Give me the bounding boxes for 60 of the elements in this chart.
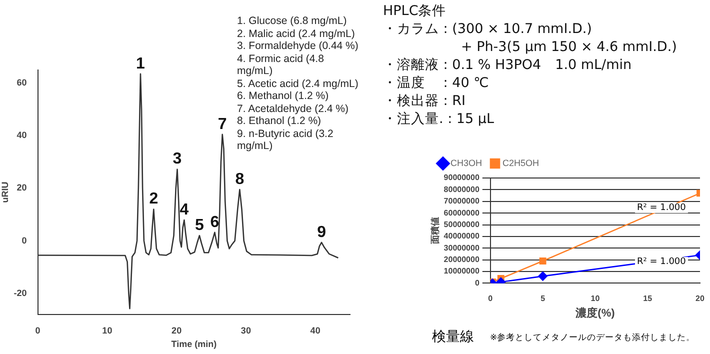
- y-tick-label: 60000000: [444, 208, 480, 218]
- x-tick-label: 5: [540, 294, 546, 304]
- text: HPLC条件: [383, 2, 448, 20]
- y-tick-label: -20: [14, 288, 27, 298]
- y-tick-label: 20: [16, 182, 27, 193]
- annotation: 7: [218, 116, 227, 133]
- annotation: 6: [210, 214, 220, 231]
- y-axis-title: uRIU: [0, 182, 10, 203]
- annotation: 1: [136, 55, 146, 72]
- y-tick-label: 80000000: [444, 184, 480, 194]
- text: ・温度 : 40 ℃: [383, 74, 490, 92]
- y-tick-label: 20000000: [444, 255, 480, 264]
- text: + Ph-3(5 µm 150 × 4.6 mmI.D.): [460, 38, 678, 56]
- annotation: 8. Ethanol (1.2 %): [237, 115, 322, 128]
- x-tick-label: 20: [172, 325, 182, 336]
- y-tick-label: 0: [474, 278, 480, 288]
- y-tick-label: 30000000: [444, 243, 480, 252]
- text: ・溶離液 : 0.1 % H3PO4 1.0 mL/min: [383, 56, 633, 74]
- y-tick-label: 40: [16, 130, 27, 140]
- annotation: 2: [149, 190, 158, 208]
- annotation: 4. Formic acid (4.8 mg/mL): [237, 52, 325, 78]
- x-axis-title: 濃度(%): [574, 306, 616, 320]
- annotation: 7. Acetaldehyde (2.4 %): [237, 102, 350, 115]
- x-tick-label: 10: [102, 325, 112, 336]
- text: ・注入量. : 15 µL: [383, 110, 496, 128]
- text: 検量線: [432, 328, 474, 346]
- annotation: 9. n-Butyric acid (3.2 mg/mL): [237, 128, 334, 152]
- legend-label: C2H5OH: [502, 158, 540, 168]
- x-tick-label: 15: [643, 294, 653, 304]
- y-tick-label: 40000000: [444, 232, 480, 241]
- y-axis-title: 面積値: [430, 217, 440, 246]
- text: ※参考としてメタノールのデータも添付しました。: [489, 332, 696, 344]
- text: ・検出器 : RI: [383, 92, 466, 110]
- annotation: 6. Methanol (1.2 %): [237, 90, 330, 102]
- y-tick-label: 60: [16, 78, 27, 88]
- text: 1. Glucose (6.8 mg/mL): [237, 15, 348, 28]
- y-tick-label: 10000000: [444, 266, 480, 276]
- y-tick-label: 0: [22, 235, 27, 246]
- y-tick-label: 90000000: [444, 173, 480, 182]
- x-tick-label: 0: [488, 294, 494, 304]
- text: 2. Malic acid (2.4 mg/mL): [237, 28, 356, 40]
- y-tick-label: 50000000: [444, 220, 480, 229]
- annotation: 3: [172, 150, 182, 168]
- annotation: 5. Acetic acid (2.4 mg/mL): [237, 78, 360, 90]
- text: ・カラム : (300 × 10.7 mmI.D.): [383, 20, 593, 38]
- annotation: R² = 1.000: [635, 203, 688, 213]
- y-tick-label: 70000000: [444, 196, 480, 206]
- x-tick-label: 30: [240, 325, 251, 336]
- x-tick-label: 40: [310, 325, 320, 336]
- x-axis-title: Time (min): [171, 339, 217, 350]
- annotation: 9: [317, 224, 326, 241]
- legend-label: CH3OH: [450, 158, 482, 168]
- annotation: 8: [235, 170, 244, 188]
- text: 3. Formaldehyde (0.44 %): [237, 40, 360, 52]
- annotation: R² = 1.000: [635, 257, 688, 267]
- x-tick-label: 0: [35, 325, 40, 336]
- annotation: 5: [195, 216, 204, 234]
- x-tick-label: 20: [696, 294, 705, 304]
- annotation: 4: [180, 201, 189, 218]
- x-tick-label: 10: [590, 294, 600, 304]
